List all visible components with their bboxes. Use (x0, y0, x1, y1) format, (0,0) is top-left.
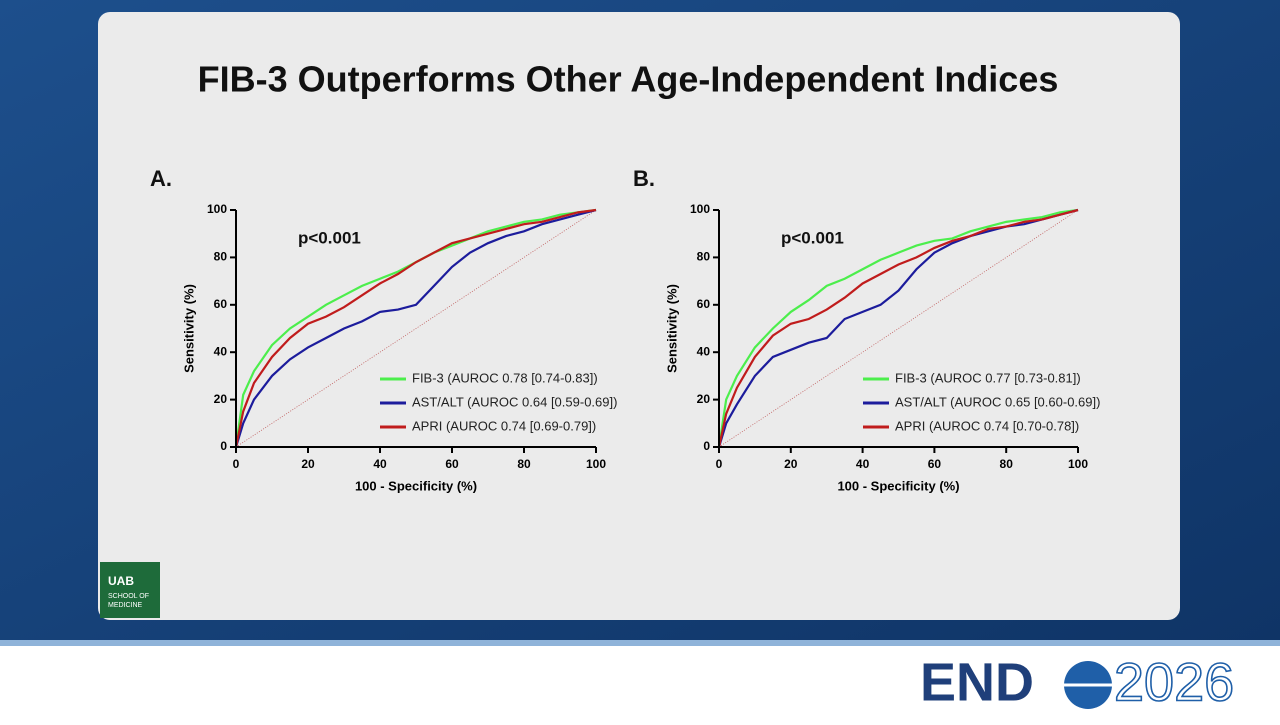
x-tick-label: 80 (517, 457, 531, 471)
roc-curve (717, 208, 1079, 448)
y-tick-label: 40 (697, 344, 711, 358)
x-tick-label: 0 (233, 457, 240, 471)
x-tick-label: 100 (586, 457, 606, 471)
y-tick-label: 0 (703, 439, 710, 453)
x-axis-label: 100 - Specificity (%) (837, 478, 959, 493)
annotation: p<0.001 (298, 228, 361, 247)
y-tick-label: 100 (207, 202, 227, 216)
panel-label: A. (150, 166, 172, 191)
y-tick-label: 80 (214, 250, 228, 264)
logo-text: UAB (108, 574, 134, 588)
reference-line (718, 209, 1079, 448)
y-tick-label: 100 (690, 202, 710, 216)
divider (0, 640, 1280, 646)
y-tick-label: 20 (214, 392, 228, 406)
panel-label: B. (633, 166, 655, 191)
slide-title: FIB-3 Outperforms Other Age-Independent … (198, 59, 1059, 100)
x-tick-label: 20 (301, 457, 315, 471)
y-tick-label: 60 (214, 297, 228, 311)
y-tick-label: 40 (214, 344, 228, 358)
logo-text: SCHOOL OF (108, 593, 149, 600)
roc-curve (717, 208, 1079, 448)
x-tick-label: 100 (1068, 457, 1088, 471)
y-tick-label: 20 (697, 392, 711, 406)
legend-label: AST/ALT (AUROC 0.64 [0.59-0.69]) (412, 394, 617, 409)
y-tick-label: 80 (697, 250, 711, 264)
logo-box (100, 562, 160, 618)
x-tick-label: 80 (1000, 457, 1014, 471)
card (98, 12, 1180, 620)
reference-line (235, 209, 597, 448)
x-tick-label: 60 (445, 457, 459, 471)
footer-year: 2026 (1114, 652, 1234, 712)
legend-label: AST/ALT (AUROC 0.65 [0.60-0.69]) (895, 394, 1100, 409)
y-axis-label: Sensitivity (%) (664, 284, 679, 373)
x-tick-label: 0 (716, 457, 723, 471)
roc-curve (717, 208, 1079, 448)
roc-curve (234, 208, 597, 448)
y-tick-label: 60 (697, 297, 711, 311)
logo-text: MEDICINE (108, 602, 143, 609)
x-tick-label: 40 (856, 457, 870, 471)
annotation: p<0.001 (781, 228, 844, 247)
footer-brand: END (920, 652, 1034, 712)
legend-label: FIB-3 (AUROC 0.78 [0.74-0.83]) (412, 370, 598, 385)
x-tick-label: 40 (373, 457, 387, 471)
y-tick-label: 0 (220, 439, 227, 453)
legend-label: APRI (AUROC 0.74 [0.69-0.79]) (412, 418, 596, 433)
y-axis-label: Sensitivity (%) (181, 284, 196, 373)
legend-label: APRI (AUROC 0.74 [0.70-0.78]) (895, 418, 1079, 433)
legend-label: FIB-3 (AUROC 0.77 [0.73-0.81]) (895, 370, 1081, 385)
x-axis-label: 100 - Specificity (%) (355, 478, 477, 493)
x-tick-label: 20 (784, 457, 798, 471)
roc-curve (234, 208, 597, 448)
x-tick-label: 60 (928, 457, 942, 471)
